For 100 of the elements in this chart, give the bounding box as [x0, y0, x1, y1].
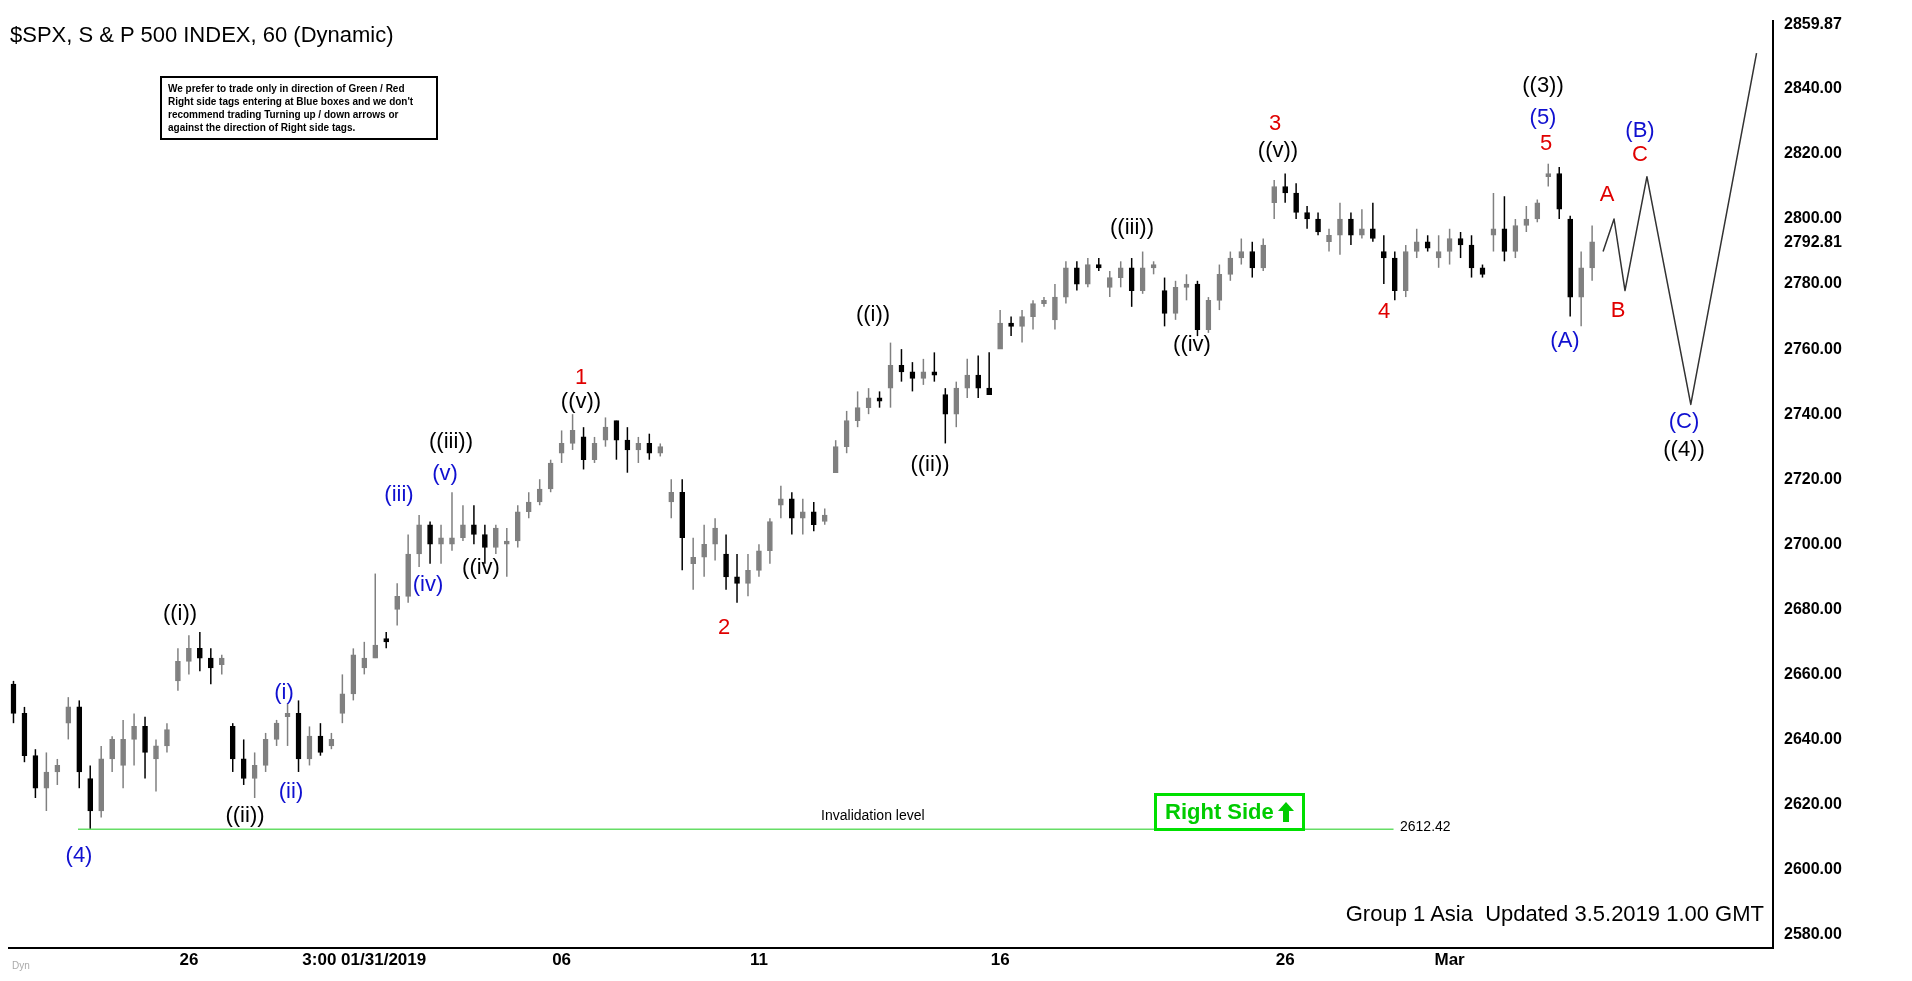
candlestick — [471, 504, 477, 546]
note-box: Right Side — [1154, 793, 1305, 831]
candlestick — [525, 491, 532, 519]
annotation: (v) — [432, 460, 458, 485]
candlestick — [1337, 202, 1343, 256]
candlestick — [438, 524, 444, 565]
y-tick-label: 2680.00 — [1784, 599, 1842, 617]
y-tick-label: 2800.00 — [1784, 209, 1842, 227]
candlestick — [701, 524, 707, 578]
annotation: B — [1610, 297, 1626, 322]
candlestick — [810, 501, 817, 533]
candlestick — [646, 432, 653, 461]
candlestick — [1271, 179, 1278, 220]
annotation: ((iii)) — [1110, 214, 1154, 239]
candlestick — [1413, 228, 1420, 259]
candlestick — [723, 533, 729, 591]
x-tick-label: Mar — [1434, 950, 1466, 970]
candlestick — [1085, 257, 1091, 289]
candlestick — [372, 572, 379, 659]
candlestick — [153, 738, 159, 793]
candlestick — [449, 491, 455, 552]
y-tick-label: 2780.00 — [1784, 274, 1842, 292]
annotation: (A) — [1550, 327, 1580, 352]
annotation: (B) — [1625, 117, 1655, 142]
annotation: Right Side — [1165, 799, 1274, 825]
candlestick — [1304, 205, 1310, 230]
annotation: (iv) — [412, 571, 444, 596]
y-tick-label: 2600.00 — [1784, 859, 1842, 877]
x-tick-label: 11 — [749, 950, 768, 970]
annotation: (iii) — [384, 481, 414, 506]
candlestick — [668, 478, 675, 519]
candlestick — [734, 553, 740, 604]
candlestick — [1490, 192, 1497, 253]
y-tick-label: 2792.81 — [1784, 232, 1842, 250]
annotation: 2612.42 — [1400, 818, 1451, 834]
candlestick — [536, 478, 543, 506]
candlestick — [1315, 211, 1321, 237]
candlestick — [175, 647, 181, 692]
x-tick-label: 26 — [1275, 950, 1295, 970]
x-tick-label: 16 — [990, 950, 1010, 970]
note-box: We prefer to trade only in direction of Green / Red Right side tags entering at Blue boxes and we don't recommend trading Turning up / down arrows or against the direction of Right side tags. — [160, 76, 438, 140]
annotation: ((iii)) — [429, 428, 473, 453]
candlestick — [1128, 257, 1135, 308]
y-tick-label: 2660.00 — [1784, 664, 1842, 682]
candlestick — [756, 543, 762, 578]
candlestick — [197, 631, 203, 672]
annotation: ((ii)) — [910, 451, 950, 476]
annotation: ((iv) — [1173, 331, 1211, 356]
y-tick-label: 2720.00 — [1784, 469, 1842, 487]
annotation: 3 — [1268, 110, 1282, 135]
candlestick — [1019, 309, 1025, 344]
candlestick — [1008, 315, 1014, 337]
candlestick — [240, 738, 247, 786]
candlestick — [1545, 162, 1552, 188]
y-tick-label: 2700.00 — [1784, 534, 1842, 552]
y-tick-label: 2740.00 — [1784, 404, 1842, 422]
annotation: C — [1632, 141, 1648, 166]
annotation: (4) — [65, 842, 93, 867]
annotation: (ii) — [278, 778, 304, 803]
candlestick — [1030, 299, 1036, 331]
candlestick — [1106, 270, 1113, 298]
candlestick — [745, 553, 751, 598]
annotation: 5 — [1539, 130, 1553, 155]
candlestick — [164, 722, 170, 754]
candlestick — [1238, 237, 1245, 266]
candlestick — [503, 527, 510, 578]
y-tick-label: 2820.00 — [1784, 144, 1842, 162]
candlestick — [1326, 228, 1332, 253]
candlestick — [1534, 198, 1541, 224]
candlestick — [712, 517, 718, 562]
annotation: (i) — [274, 679, 294, 704]
candlestick — [986, 351, 992, 396]
candlestick — [799, 497, 806, 536]
candlestick — [1359, 208, 1365, 240]
candlestick — [186, 634, 192, 676]
candlestick — [1380, 234, 1387, 285]
candlestick — [975, 354, 982, 399]
chart-title: $SPX, S & P 500 INDEX, 60 (Dynamic) — [10, 22, 394, 48]
candlestick — [218, 654, 225, 676]
candlestick — [1074, 260, 1080, 292]
candlestick — [361, 641, 368, 676]
candlestick — [1370, 202, 1376, 243]
annotation: ((3)) — [1522, 72, 1564, 97]
candlestick — [1117, 260, 1124, 289]
candlestick — [1095, 257, 1102, 272]
y-tick-label: 2580.00 — [1784, 925, 1842, 942]
annotation: ((i)) — [855, 301, 891, 326]
annotation: ((4)) — [1663, 436, 1705, 461]
candlestick — [109, 735, 115, 773]
candlestick — [789, 491, 795, 536]
text: Dyn — [12, 960, 30, 971]
y-tick-label: 2840.00 — [1784, 79, 1842, 97]
candlestick — [1348, 211, 1354, 246]
candlestick — [1293, 182, 1299, 220]
x-tick-label: 26 — [179, 950, 199, 970]
y-tick-label: 2760.00 — [1784, 339, 1842, 357]
annotation: 2 — [717, 614, 731, 639]
candlestick — [1249, 241, 1256, 279]
annotation: ((v)) — [560, 388, 602, 413]
candlestick — [383, 631, 390, 650]
